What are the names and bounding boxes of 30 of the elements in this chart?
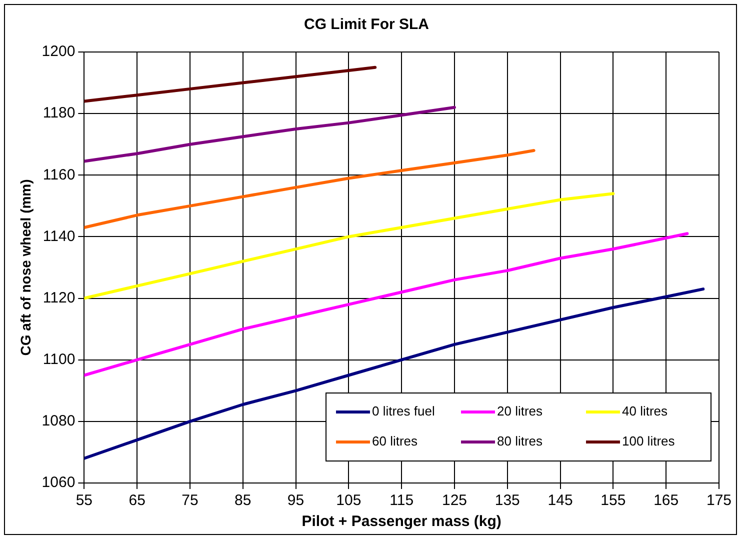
y-tick-label: 1160 xyxy=(42,166,76,184)
y-tick-label: 1200 xyxy=(42,43,76,60)
x-tick-label: 135 xyxy=(494,492,520,510)
legend-label: 40 litres xyxy=(622,404,668,419)
legend-label: 80 litres xyxy=(497,434,544,449)
y-axis-title: CG aft of nose wheel (mm) xyxy=(17,179,34,356)
y-tick-label: 1120 xyxy=(42,289,76,306)
x-tick-label: 55 xyxy=(76,492,93,510)
x-tick-label: 155 xyxy=(600,492,626,510)
legend-label: 100 litres xyxy=(622,434,676,449)
x-tick-label: 65 xyxy=(128,492,146,510)
y-tick-label: 1100 xyxy=(42,351,76,368)
x-tick-label: 145 xyxy=(548,492,573,510)
y-tick-label: 1060 xyxy=(42,474,76,492)
x-tick-label: 125 xyxy=(442,492,468,510)
y-tick-label: 1180 xyxy=(42,104,76,122)
x-axis-title: Pilot + Passenger mass (kg) xyxy=(302,513,502,530)
x-tick-label: 95 xyxy=(287,492,304,510)
x-tick-label: 165 xyxy=(654,492,679,510)
x-tick-label: 85 xyxy=(234,492,252,510)
chart-title: CG Limit For SLA xyxy=(304,16,430,34)
legend-label: 0 litres fuel xyxy=(372,404,435,419)
x-tick-label: 115 xyxy=(390,492,414,510)
legend-label: 60 litres xyxy=(372,434,418,449)
y-tick-label: 1140 xyxy=(42,228,76,245)
y-tick-label: 1080 xyxy=(42,412,76,430)
legend-label: 20 litres xyxy=(497,404,544,419)
x-tick-label: 105 xyxy=(336,492,362,510)
x-tick-label: 75 xyxy=(182,492,198,510)
x-tick-label: 175 xyxy=(706,492,732,510)
